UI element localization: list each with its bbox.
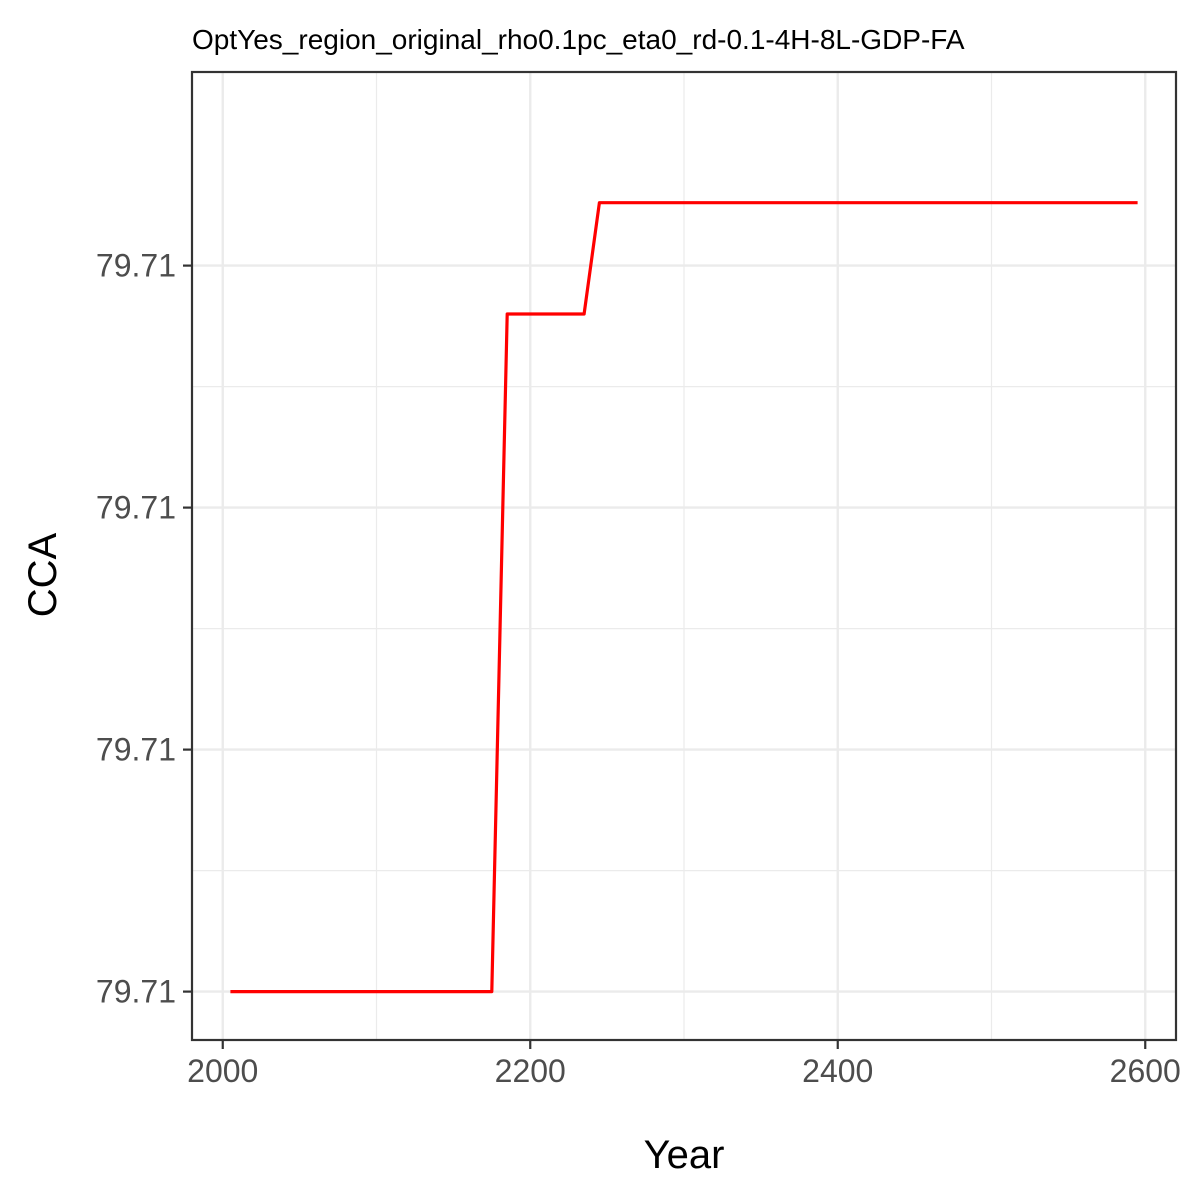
y-axis: 79.71 79.71 79.71 79.71: [96, 248, 192, 1010]
x-tick-label: 2200: [495, 1053, 566, 1089]
y-tick-label: 79.71: [96, 490, 176, 526]
x-tick-label: 2400: [802, 1053, 873, 1089]
x-axis: 2000 2200 2400 2600: [187, 1040, 1181, 1089]
x-tick-label: 2000: [187, 1053, 258, 1089]
y-tick-label: 79.71: [96, 974, 176, 1010]
x-axis-title: Year: [644, 1133, 725, 1177]
major-gridlines: [192, 72, 1176, 1040]
x-tick-label: 2600: [1110, 1053, 1181, 1089]
chart-title: OptYes_region_original_rho0.1pc_eta0_rd-…: [192, 24, 965, 55]
y-tick-label: 79.71: [96, 732, 176, 768]
plot-border: [190, 70, 1178, 1042]
y-axis-title: CCA: [21, 532, 65, 617]
cca-series-line: [230, 201, 1138, 994]
y-tick-label: 79.71: [96, 248, 176, 284]
minor-gridlines: [192, 72, 1176, 1040]
series-layer: [230, 201, 1138, 994]
